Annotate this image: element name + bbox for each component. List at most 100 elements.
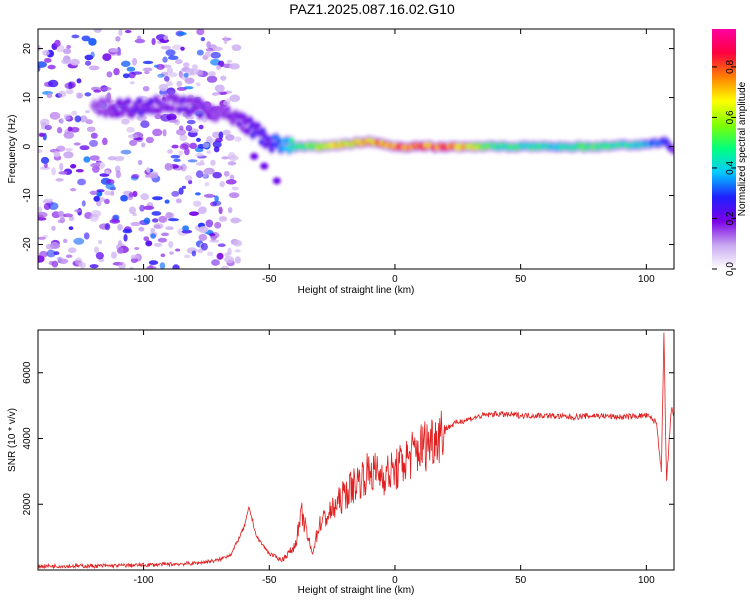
noise-blob bbox=[126, 126, 135, 133]
noise-blob bbox=[234, 219, 242, 223]
noise-blob bbox=[42, 199, 50, 204]
noise-blob bbox=[70, 126, 80, 133]
noise-blob bbox=[38, 211, 48, 218]
noise-blob bbox=[68, 226, 74, 231]
noise-blob bbox=[214, 195, 219, 203]
noise-blob bbox=[77, 178, 87, 186]
noise-blob bbox=[189, 68, 198, 76]
noise-blob bbox=[216, 65, 222, 70]
noise-blob bbox=[38, 206, 43, 213]
noise-blob bbox=[38, 217, 47, 221]
noise-blob bbox=[51, 225, 56, 231]
noise-blob bbox=[168, 240, 174, 249]
noise-blob bbox=[136, 35, 142, 40]
snr-y-label: SNR (10 * v/v) bbox=[7, 408, 18, 472]
colorbar-gradient bbox=[712, 29, 736, 269]
noise-blob bbox=[59, 162, 64, 171]
noise-blob bbox=[74, 115, 82, 123]
noise-blob bbox=[123, 234, 128, 242]
noise-blob bbox=[90, 162, 101, 168]
noise-blob bbox=[187, 159, 198, 163]
noise-blob bbox=[68, 81, 76, 88]
noise-blob bbox=[234, 256, 241, 264]
noise-blob bbox=[176, 80, 183, 87]
noise-blob bbox=[63, 238, 68, 244]
noise-blob bbox=[148, 173, 159, 179]
noise-blob bbox=[113, 67, 120, 76]
noise-blob bbox=[121, 118, 130, 125]
noise-blob bbox=[84, 60, 92, 66]
noise-blob bbox=[115, 170, 122, 179]
noise-blob bbox=[38, 44, 41, 52]
noise-blob bbox=[47, 79, 59, 88]
noise-blob bbox=[93, 246, 100, 254]
noise-blob bbox=[93, 195, 100, 202]
noise-blob bbox=[193, 200, 202, 207]
noise-blob bbox=[148, 260, 159, 265]
x-tick-label: -100 bbox=[134, 575, 154, 586]
noise-blob bbox=[51, 260, 59, 268]
noise-blob bbox=[157, 73, 165, 78]
noise-blob bbox=[84, 110, 90, 114]
noise-blob bbox=[104, 190, 112, 196]
noise-blob bbox=[171, 190, 180, 197]
noise-blob bbox=[202, 142, 210, 148]
noise-blob bbox=[183, 72, 189, 78]
noise-blob bbox=[83, 156, 91, 163]
noise-blob bbox=[183, 86, 194, 90]
noise-blob bbox=[90, 51, 95, 59]
noise-blob bbox=[231, 186, 239, 191]
noise-blob bbox=[211, 259, 220, 266]
noise-blob bbox=[229, 174, 235, 181]
noise-blob bbox=[166, 67, 174, 74]
noise-blob bbox=[89, 190, 98, 196]
noise-blob bbox=[81, 35, 91, 42]
noise-blob bbox=[115, 36, 121, 42]
noise-blob bbox=[130, 221, 141, 227]
noise-blob bbox=[145, 240, 153, 247]
noise-blob bbox=[40, 156, 50, 164]
colorbar-tick-label: 0.2 bbox=[725, 211, 736, 225]
noise-blob bbox=[56, 126, 63, 134]
noise-blob bbox=[228, 192, 240, 199]
noise-blob bbox=[51, 211, 61, 219]
noise-blob bbox=[168, 218, 180, 222]
ridge-cell bbox=[197, 112, 204, 119]
branch-cell bbox=[260, 162, 269, 170]
x-tick-label: 0 bbox=[392, 575, 398, 586]
noise-blob bbox=[207, 71, 216, 77]
noise-blob bbox=[198, 233, 208, 242]
noise-blob bbox=[182, 225, 189, 232]
noise-blob bbox=[38, 148, 43, 154]
noise-blob bbox=[138, 226, 145, 232]
noise-blob bbox=[47, 64, 56, 70]
noise-blob bbox=[45, 243, 55, 250]
noise-blob bbox=[84, 92, 92, 97]
noise-blob bbox=[65, 147, 74, 152]
noise-blob bbox=[93, 89, 102, 93]
noise-blob bbox=[222, 129, 231, 136]
noise-blob bbox=[175, 198, 182, 204]
noise-blob bbox=[227, 151, 236, 159]
noise-blob bbox=[107, 156, 117, 161]
noise-blob bbox=[98, 239, 103, 245]
x-tick-label: 50 bbox=[515, 274, 527, 285]
noise-blob bbox=[39, 118, 50, 127]
noise-blob bbox=[202, 169, 212, 175]
noise-blob bbox=[195, 152, 204, 158]
ridge-cell bbox=[169, 105, 176, 113]
noise-blob bbox=[53, 151, 61, 158]
noise-blob bbox=[126, 66, 136, 72]
noise-blob bbox=[179, 134, 188, 142]
noise-blob bbox=[134, 246, 140, 251]
noise-blob bbox=[196, 137, 201, 142]
noise-blob bbox=[204, 182, 210, 187]
noise-blob bbox=[220, 75, 227, 81]
noise-blob bbox=[226, 59, 233, 64]
noise-blob bbox=[66, 44, 72, 49]
noise-blob bbox=[162, 56, 168, 63]
noise-blob bbox=[78, 262, 84, 267]
noise-blob bbox=[89, 155, 100, 161]
noise-blob bbox=[151, 37, 156, 46]
noise-blob bbox=[224, 256, 235, 264]
